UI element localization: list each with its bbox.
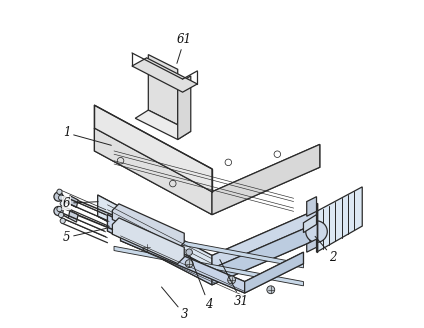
- Polygon shape: [120, 229, 304, 293]
- Polygon shape: [307, 239, 316, 252]
- Polygon shape: [95, 128, 212, 215]
- Circle shape: [54, 192, 63, 201]
- Polygon shape: [148, 54, 178, 125]
- Circle shape: [57, 189, 62, 195]
- Polygon shape: [114, 246, 304, 286]
- Polygon shape: [98, 195, 212, 277]
- Circle shape: [186, 249, 192, 256]
- Text: 4: 4: [190, 256, 212, 311]
- Polygon shape: [178, 76, 191, 139]
- Polygon shape: [212, 210, 316, 277]
- Circle shape: [57, 206, 62, 212]
- Circle shape: [60, 201, 65, 206]
- Polygon shape: [108, 215, 310, 285]
- Circle shape: [143, 243, 151, 251]
- Text: 31: 31: [220, 259, 249, 308]
- Polygon shape: [307, 197, 316, 216]
- Polygon shape: [112, 218, 184, 264]
- Circle shape: [306, 221, 327, 242]
- Text: 2: 2: [315, 236, 337, 264]
- Polygon shape: [98, 195, 316, 277]
- Polygon shape: [112, 204, 184, 249]
- Circle shape: [59, 212, 64, 217]
- Circle shape: [185, 260, 193, 268]
- Polygon shape: [212, 144, 320, 215]
- Circle shape: [59, 195, 64, 200]
- Polygon shape: [135, 110, 191, 139]
- Text: 3: 3: [162, 287, 188, 321]
- Text: 61: 61: [177, 33, 192, 63]
- Text: 6: 6: [63, 197, 98, 210]
- Polygon shape: [316, 187, 362, 252]
- Polygon shape: [120, 229, 245, 293]
- Polygon shape: [108, 215, 212, 285]
- Circle shape: [267, 286, 275, 294]
- Polygon shape: [245, 252, 304, 293]
- Polygon shape: [212, 226, 310, 285]
- Polygon shape: [95, 128, 320, 215]
- Circle shape: [143, 231, 150, 237]
- Circle shape: [60, 218, 65, 223]
- Circle shape: [54, 206, 63, 215]
- Polygon shape: [132, 58, 197, 92]
- Text: 5: 5: [63, 228, 106, 244]
- Circle shape: [228, 276, 235, 284]
- Polygon shape: [95, 105, 212, 192]
- Polygon shape: [114, 228, 304, 268]
- Polygon shape: [304, 215, 316, 233]
- Polygon shape: [68, 210, 78, 222]
- Text: 1: 1: [63, 127, 112, 145]
- Polygon shape: [68, 196, 78, 207]
